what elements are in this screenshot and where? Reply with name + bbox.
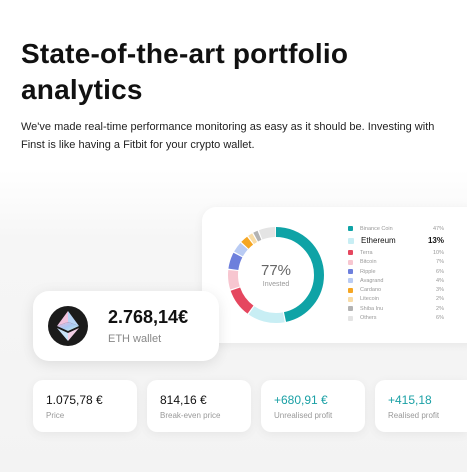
legend-name: Avagrand bbox=[360, 277, 384, 284]
legend-name: Cardano bbox=[360, 287, 382, 294]
invested-percentage: 77% bbox=[260, 261, 292, 279]
legend-swatch bbox=[348, 226, 353, 232]
legend-name: Others bbox=[360, 315, 377, 322]
legend-name: Shiba Inu bbox=[360, 305, 384, 312]
legend-item: Ripple 6% bbox=[348, 267, 444, 276]
legend-percentage: 2% bbox=[436, 296, 444, 303]
legend-swatch bbox=[348, 278, 353, 284]
legend-swatch bbox=[348, 259, 353, 265]
legend-percentage: 47% bbox=[432, 225, 444, 232]
legend-name: Binance Coin bbox=[360, 225, 393, 232]
legend-name: Bitcoin bbox=[360, 259, 377, 266]
legend-swatch bbox=[348, 269, 353, 275]
legend-item: Binance Coin 47% bbox=[348, 224, 444, 233]
legend-item: Avagrand 4% bbox=[348, 276, 444, 285]
stat-card-realised-profit[interactable]: +415,18 Realised profit bbox=[375, 380, 467, 432]
price-label: Price bbox=[46, 411, 65, 420]
invested-label: Invested bbox=[262, 280, 290, 288]
legend-name: Ethereum bbox=[361, 236, 396, 246]
stat-card-break-even[interactable]: 814,16 € Break-even price bbox=[147, 380, 251, 432]
legend-name: Ripple bbox=[360, 268, 376, 275]
unrealised-profit-label: Unrealised profit bbox=[274, 411, 333, 420]
legend-item: Bitcoin 7% bbox=[348, 258, 444, 267]
headline-line-1: State-of-the-art portfolio bbox=[21, 38, 349, 69]
ethereum-icon bbox=[48, 306, 88, 346]
legend-item: Cardano 3% bbox=[348, 285, 444, 294]
legend-percentage: 4% bbox=[436, 277, 444, 284]
legend-percentage: 7% bbox=[436, 259, 444, 266]
donut-slice-binance-coin bbox=[228, 227, 324, 323]
legend-swatch bbox=[348, 237, 354, 244]
legend-item: Litecoin 2% bbox=[348, 295, 444, 304]
legend-item: Terra 10% bbox=[348, 248, 444, 257]
donut-slice-ethereum bbox=[228, 227, 324, 323]
allocation-donut-chart bbox=[228, 227, 324, 323]
headline-line-2: analytics bbox=[21, 74, 143, 105]
legend-swatch bbox=[348, 250, 353, 256]
eth-wallet-card[interactable]: 2.768,14€ ETH wallet bbox=[33, 291, 219, 361]
legend-swatch bbox=[348, 296, 353, 302]
legend-percentage: 13% bbox=[427, 236, 444, 246]
legend-item: Others 6% bbox=[348, 313, 444, 322]
donut-center: 77% Invested bbox=[224, 223, 328, 327]
legend-percentage: 2% bbox=[436, 305, 444, 312]
legend-percentage: 10% bbox=[432, 249, 444, 256]
realised-profit-label: Realised profit bbox=[388, 411, 440, 420]
headline: State-of-the-art portfolio analytics bbox=[21, 36, 348, 108]
break-even-value: 814,16 € bbox=[160, 393, 207, 407]
stat-card-unrealised-profit[interactable]: +680,91 € Unrealised profit bbox=[261, 380, 365, 432]
legend-name: Terra bbox=[360, 249, 373, 256]
eth-wallet-label: ETH wallet bbox=[108, 333, 162, 345]
legend-name: Litecoin bbox=[360, 296, 379, 303]
legend-swatch bbox=[348, 306, 353, 312]
allocation-card: 77% Invested Binance Coin 47% Ethereum 13% T… bbox=[202, 207, 467, 343]
unrealised-profit-value: +680,91 € bbox=[274, 393, 328, 407]
legend-swatch bbox=[348, 287, 353, 293]
hero-description: We've made real-time performance monitor… bbox=[21, 121, 435, 151]
allocation-legend: Binance Coin 47% Ethereum 13% Terra 10% Bitcoi… bbox=[348, 224, 444, 323]
donut-slice-bitcoin bbox=[228, 227, 324, 323]
legend-item: Shiba Inu 2% bbox=[348, 304, 444, 313]
price-value: 1.075,78 € bbox=[46, 393, 103, 407]
break-even-label: Break-even price bbox=[160, 411, 221, 420]
eth-wallet-value: 2.768,14€ bbox=[108, 307, 189, 327]
legend-swatch bbox=[348, 315, 353, 321]
legend-percentage: 6% bbox=[436, 315, 444, 322]
realised-profit-value: +415,18 bbox=[388, 393, 432, 407]
stat-card-price[interactable]: 1.075,78 € Price bbox=[33, 380, 137, 432]
legend-percentage: 3% bbox=[436, 287, 444, 294]
legend-percentage: 6% bbox=[436, 268, 444, 275]
legend-item: Ethereum 13% bbox=[348, 233, 444, 248]
